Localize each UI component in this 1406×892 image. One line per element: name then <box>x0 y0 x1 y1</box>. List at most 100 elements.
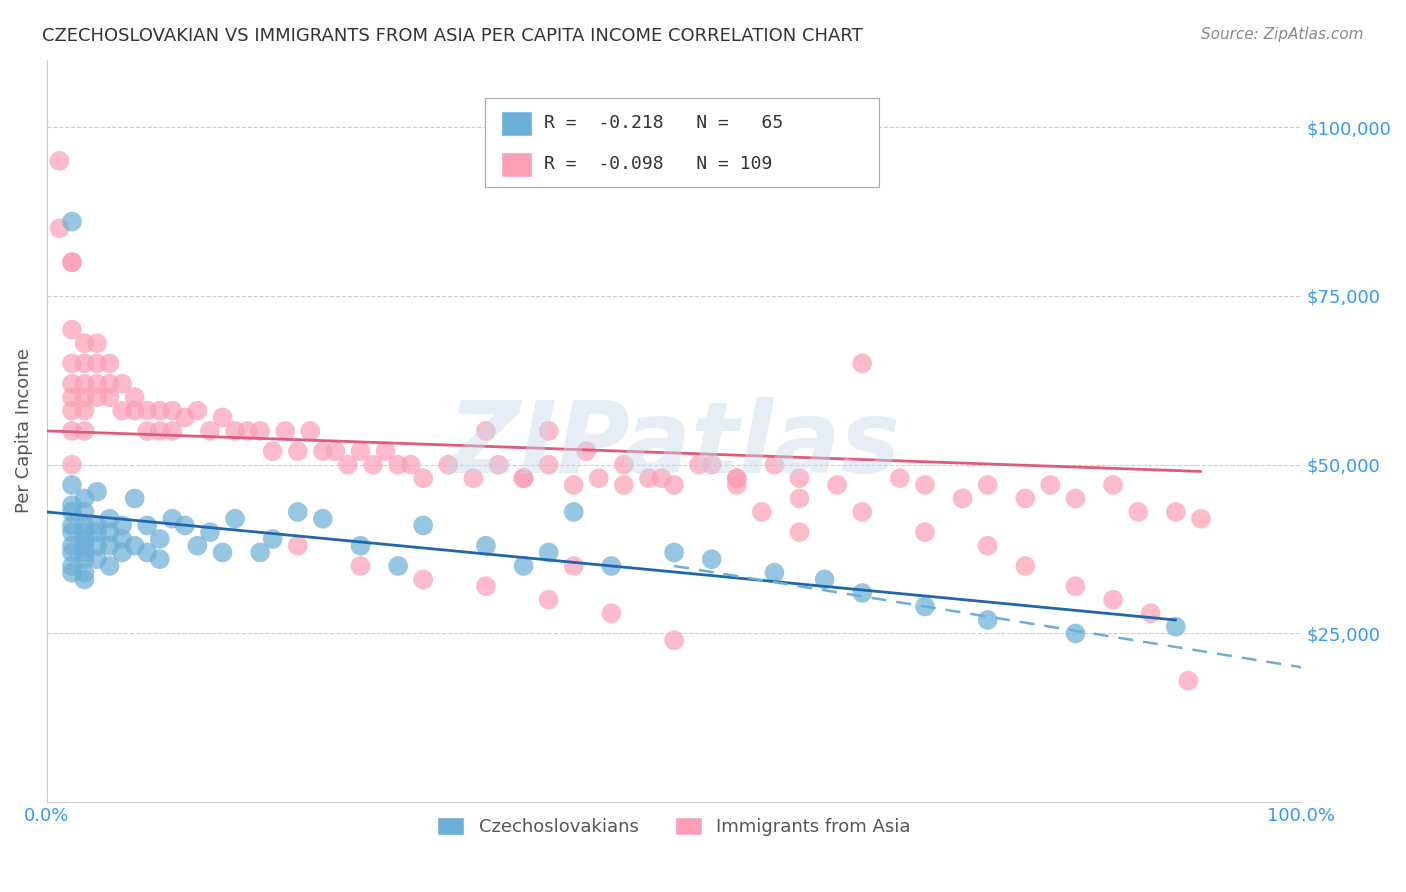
Point <box>60 558 83 573</box>
Point <box>1102 592 1125 607</box>
Point <box>162 512 184 526</box>
Point <box>60 545 83 559</box>
Point <box>537 424 560 438</box>
Point <box>512 558 534 573</box>
Point <box>60 323 83 337</box>
Point <box>186 539 208 553</box>
Point <box>236 424 259 438</box>
Point <box>224 424 246 438</box>
Point <box>60 255 83 269</box>
Point <box>1039 478 1062 492</box>
Point <box>124 491 146 506</box>
Point <box>349 539 371 553</box>
Point <box>1014 558 1036 573</box>
Point <box>662 478 685 492</box>
Point <box>688 458 710 472</box>
Point <box>60 505 83 519</box>
Point <box>751 505 773 519</box>
Point <box>136 424 159 438</box>
Point <box>789 471 811 485</box>
Point <box>349 558 371 573</box>
Point <box>361 458 384 472</box>
Point <box>73 525 96 540</box>
Point <box>73 390 96 404</box>
Point <box>299 424 322 438</box>
Point <box>475 424 498 438</box>
Point <box>613 478 636 492</box>
Point <box>387 558 409 573</box>
Point <box>73 573 96 587</box>
Point <box>463 471 485 485</box>
Point <box>60 566 83 580</box>
Point <box>914 525 936 540</box>
Point <box>111 532 134 546</box>
Point <box>86 356 108 370</box>
Point <box>562 478 585 492</box>
Point <box>136 545 159 559</box>
Point <box>98 558 121 573</box>
Point <box>60 356 83 370</box>
Point <box>173 410 195 425</box>
Point <box>700 458 723 472</box>
Point <box>60 214 83 228</box>
FancyBboxPatch shape <box>501 111 533 136</box>
Point <box>600 606 623 620</box>
Point <box>1139 606 1161 620</box>
Point <box>60 376 83 391</box>
Point <box>287 505 309 519</box>
Point <box>789 491 811 506</box>
Point <box>73 566 96 580</box>
Point <box>73 552 96 566</box>
Point <box>73 539 96 553</box>
Point <box>73 356 96 370</box>
Point <box>1064 579 1087 593</box>
Point <box>124 390 146 404</box>
Point <box>162 424 184 438</box>
Point <box>1177 673 1199 688</box>
Point <box>124 539 146 553</box>
Point <box>48 221 70 235</box>
Point <box>287 444 309 458</box>
Point <box>73 505 96 519</box>
Point <box>312 444 335 458</box>
Point <box>86 518 108 533</box>
Point <box>575 444 598 458</box>
Point <box>86 376 108 391</box>
Point <box>60 403 83 417</box>
Point <box>173 518 195 533</box>
Point <box>662 633 685 648</box>
Point <box>763 566 786 580</box>
Point <box>387 458 409 472</box>
Text: CZECHOSLOVAKIAN VS IMMIGRANTS FROM ASIA PER CAPITA INCOME CORRELATION CHART: CZECHOSLOVAKIAN VS IMMIGRANTS FROM ASIA … <box>42 27 863 45</box>
Point <box>488 458 510 472</box>
Point <box>399 458 422 472</box>
Point <box>98 376 121 391</box>
Point <box>149 403 172 417</box>
Point <box>1164 620 1187 634</box>
Point <box>813 573 835 587</box>
Point <box>537 592 560 607</box>
Point <box>662 545 685 559</box>
Point <box>651 471 673 485</box>
Point <box>1189 512 1212 526</box>
Point <box>73 518 96 533</box>
Point <box>249 424 271 438</box>
Point <box>976 478 998 492</box>
Point <box>412 518 434 533</box>
Point <box>725 478 748 492</box>
Point <box>312 512 335 526</box>
Point <box>412 573 434 587</box>
Point <box>149 424 172 438</box>
Point <box>86 525 108 540</box>
Point <box>98 390 121 404</box>
Point <box>60 458 83 472</box>
Point <box>198 424 221 438</box>
Point <box>211 410 233 425</box>
Point <box>111 403 134 417</box>
Point <box>613 458 636 472</box>
Point <box>124 403 146 417</box>
Y-axis label: Per Capita Income: Per Capita Income <box>15 349 32 514</box>
Point <box>60 525 83 540</box>
Text: Source: ZipAtlas.com: Source: ZipAtlas.com <box>1201 27 1364 42</box>
Point <box>262 444 284 458</box>
